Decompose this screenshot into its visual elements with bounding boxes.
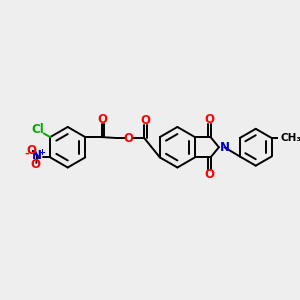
- Text: O: O: [205, 113, 215, 126]
- Text: O: O: [124, 131, 134, 145]
- Text: O: O: [140, 114, 150, 127]
- Text: Cl: Cl: [32, 123, 45, 136]
- Text: +: +: [38, 148, 45, 157]
- Text: O: O: [30, 158, 40, 171]
- Text: O: O: [98, 113, 108, 126]
- Text: CH₃: CH₃: [280, 133, 300, 143]
- Text: O: O: [205, 168, 215, 182]
- Text: N: N: [32, 149, 42, 162]
- Text: -: -: [25, 149, 29, 159]
- Text: N: N: [220, 141, 230, 154]
- Text: O: O: [27, 143, 37, 157]
